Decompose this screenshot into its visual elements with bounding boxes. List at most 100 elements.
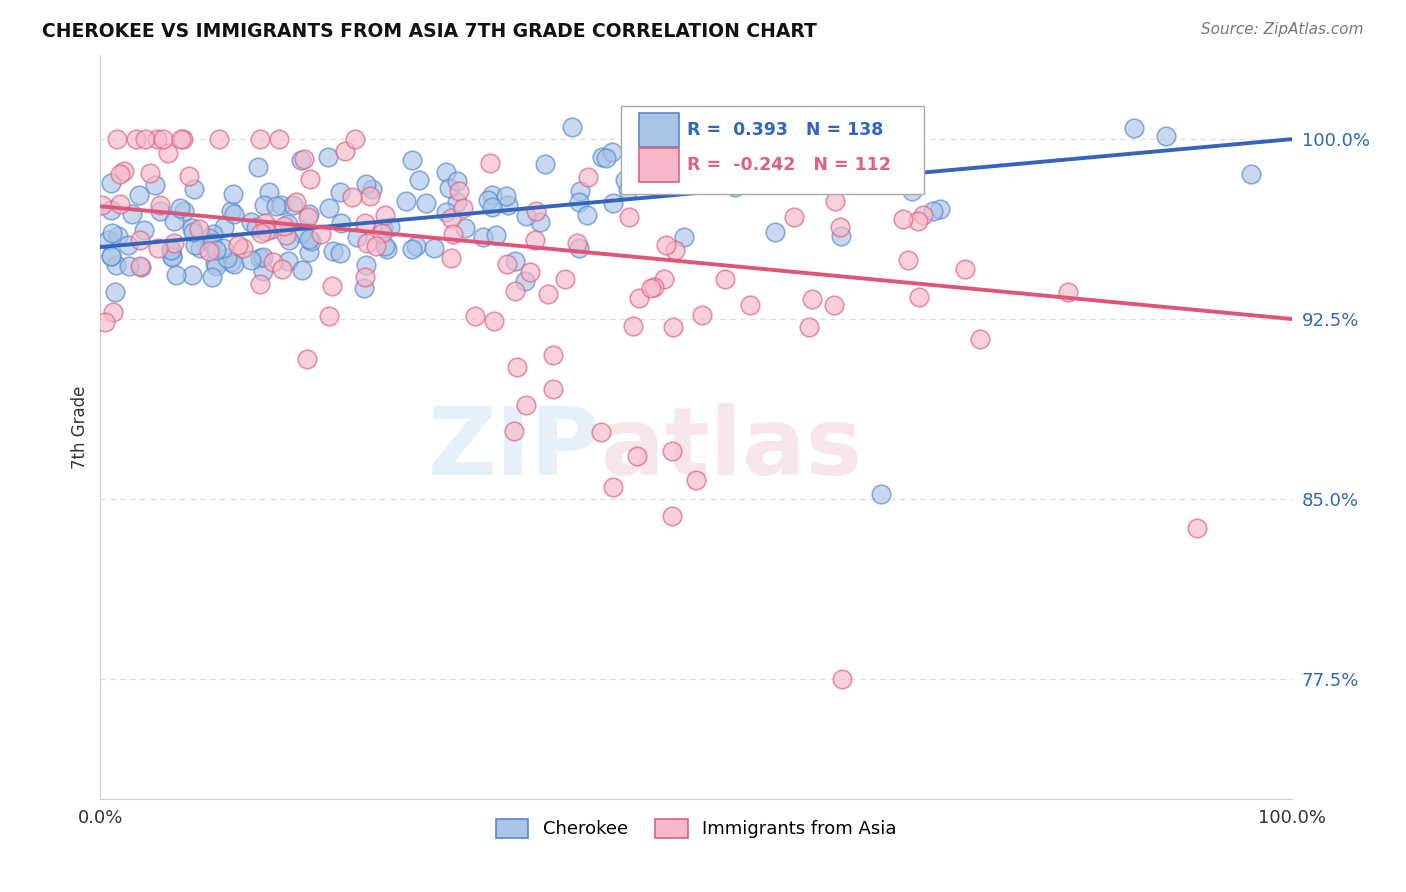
Point (205, 243, 228, 257)
Point (250, 227, 273, 241)
Point (160, 250, 183, 264)
Point (198, 244, 221, 259)
Point (121, 206, 143, 220)
Point (401, 243, 423, 257)
Point (188, 241, 211, 255)
Point (252, 264, 274, 278)
Point (91, 198, 114, 212)
Point (371, 221, 394, 235)
Point (346, 230, 368, 244)
Point (645, 173, 668, 187)
Point (830, 220, 852, 235)
Point (180, 268, 202, 283)
Point (316, 150, 339, 164)
Point (738, 298, 761, 312)
Point (221, 187, 243, 202)
Point (149, 203, 172, 218)
Point (100, 176, 122, 190)
Point (515, 274, 537, 288)
Point (801, 292, 824, 306)
Point (1240, 167, 1263, 181)
Point (359, 189, 381, 203)
Point (240, 215, 263, 229)
Point (101, 305, 124, 319)
Point (640, 281, 662, 295)
Point (453, 221, 475, 235)
Point (481, 187, 503, 202)
Point (183, 182, 205, 196)
Point (464, 309, 486, 323)
Point (447, 184, 470, 198)
Point (249, 132, 271, 146)
Point (267, 132, 290, 146)
Point (356, 236, 378, 251)
Point (441, 227, 464, 242)
Point (401, 153, 423, 167)
Point (786, 172, 808, 186)
Point (156, 146, 179, 161)
Point (690, 308, 713, 322)
Point (576, 208, 599, 222)
Point (503, 425, 526, 439)
Point (529, 215, 551, 229)
Point (184, 238, 207, 252)
Point (285, 195, 308, 210)
Point (395, 194, 418, 209)
Point (245, 220, 267, 235)
Point (329, 185, 352, 199)
Point (907, 214, 929, 228)
Point (422, 241, 444, 255)
Point (257, 185, 280, 199)
Text: CHEROKEE VS IMMIGRANTS FROM ASIA 7TH GRADE CORRELATION CHART: CHEROKEE VS IMMIGRANTS FROM ASIA 7TH GRA… (42, 22, 817, 41)
Point (478, 156, 501, 170)
Point (901, 166, 924, 180)
Point (253, 216, 276, 230)
Point (541, 382, 564, 396)
Point (576, 169, 599, 184)
Point (222, 257, 245, 271)
Point (673, 229, 696, 244)
Point (495, 189, 517, 203)
Point (188, 222, 211, 236)
Point (485, 227, 508, 242)
Point (619, 210, 641, 224)
Point (277, 233, 299, 247)
Point (277, 253, 299, 268)
Point (197, 231, 219, 245)
Point (643, 279, 665, 293)
Point (204, 256, 226, 270)
Point (222, 207, 245, 221)
Point (482, 314, 505, 328)
Point (270, 198, 292, 212)
Point (481, 200, 503, 214)
Point (108, 167, 131, 181)
Point (205, 259, 228, 273)
Text: atlas: atlas (600, 403, 862, 495)
Point (219, 255, 242, 269)
Point (534, 157, 557, 171)
Point (870, 487, 893, 501)
Point (208, 132, 231, 146)
Point (298, 231, 321, 245)
Point (371, 226, 394, 240)
Point (1123, 120, 1146, 135)
Point (299, 234, 322, 248)
Point (823, 298, 845, 312)
Point (128, 187, 150, 202)
Point (375, 243, 398, 257)
Point (661, 508, 683, 523)
Point (1056, 285, 1078, 299)
Point (134, 132, 156, 146)
Point (253, 198, 276, 212)
Point (329, 216, 352, 230)
Point (281, 198, 304, 212)
Point (541, 348, 564, 362)
Point (374, 208, 396, 222)
Point (249, 277, 271, 291)
Point (569, 185, 592, 199)
Point (318, 201, 340, 215)
Point (201, 269, 224, 284)
Point (297, 210, 319, 224)
Point (602, 196, 624, 211)
Text: Source: ZipAtlas.com: Source: ZipAtlas.com (1201, 22, 1364, 37)
